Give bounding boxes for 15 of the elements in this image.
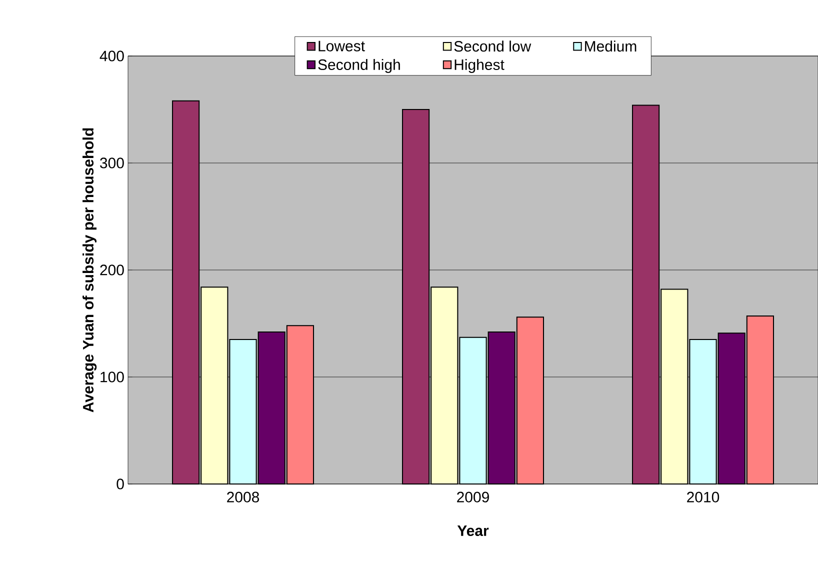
y-axis-title: Average Yuan of subsidy per household xyxy=(82,128,97,412)
legend-label: Lowest xyxy=(318,40,365,52)
legend-label: Second high xyxy=(318,58,400,73)
y-tick-label: 200 xyxy=(100,264,124,276)
legend-label: Second low xyxy=(454,40,532,52)
y-tick-label: 100 xyxy=(100,372,124,382)
legend-label: Medium xyxy=(585,40,636,52)
y-tick-label: 300 xyxy=(100,158,124,168)
y-tick-label: 0 xyxy=(116,478,124,490)
y-tick-label: 400 xyxy=(100,50,124,62)
legend-label: Highest xyxy=(454,58,504,73)
x-tick-label: 2008 xyxy=(227,492,260,502)
x-axis-title: Year xyxy=(457,526,489,536)
x-tick-label: 2009 xyxy=(457,492,489,502)
x-tick-label: 2010 xyxy=(687,492,720,502)
